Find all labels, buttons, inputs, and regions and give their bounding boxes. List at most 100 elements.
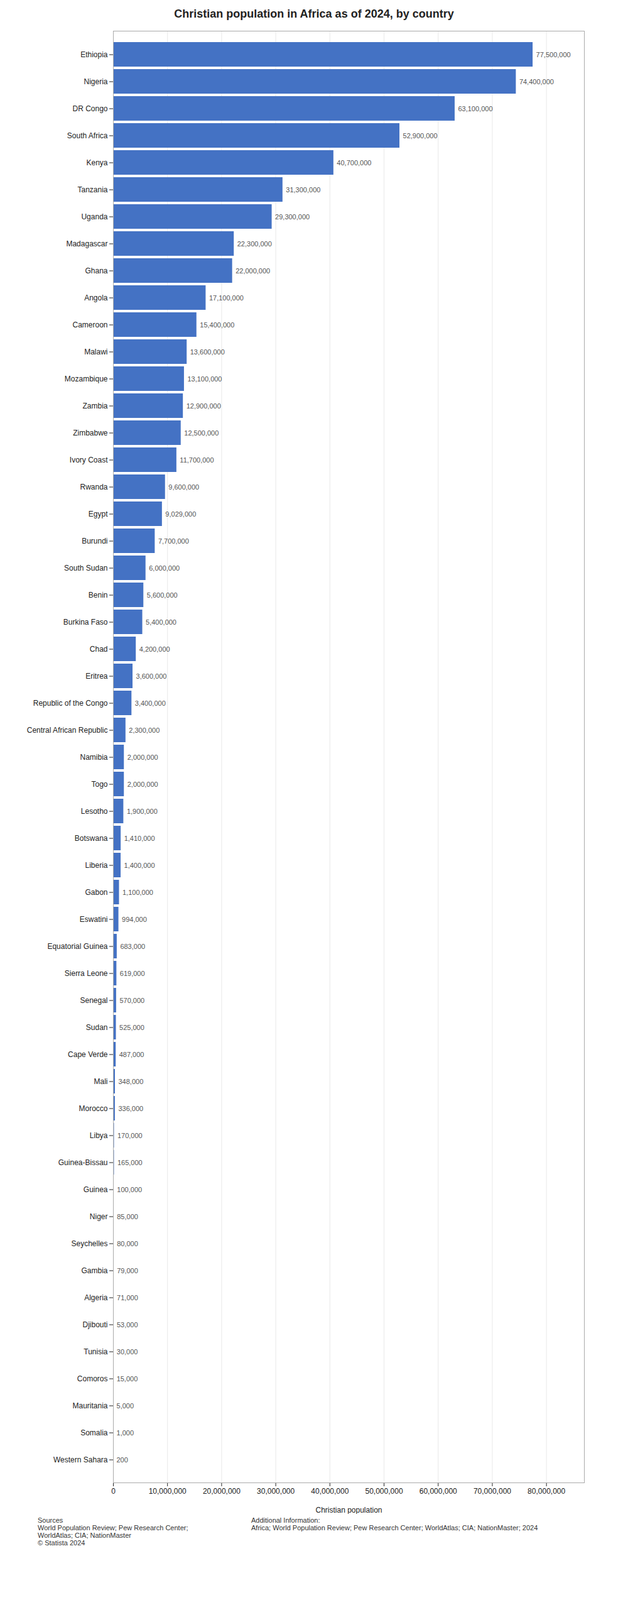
svg-text:85,000: 85,000 bbox=[116, 1212, 139, 1220]
svg-text:Gabon: Gabon bbox=[84, 887, 108, 897]
svg-text:11,700,000: 11,700,000 bbox=[179, 455, 214, 464]
svg-text:Kenya: Kenya bbox=[86, 158, 108, 168]
svg-text:Morocco: Morocco bbox=[78, 1103, 108, 1113]
svg-text:Equatorial Guinea: Equatorial Guinea bbox=[47, 941, 108, 951]
svg-text:2,000,000: 2,000,000 bbox=[127, 779, 159, 788]
svg-text:994,000: 994,000 bbox=[121, 914, 147, 923]
svg-text:South Sudan: South Sudan bbox=[64, 563, 108, 573]
svg-text:Togo: Togo bbox=[91, 779, 108, 789]
svg-text:Benin: Benin bbox=[88, 590, 109, 600]
svg-text:Gambia: Gambia bbox=[81, 1265, 108, 1275]
svg-text:40,700,000: 40,700,000 bbox=[336, 158, 372, 167]
svg-text:Ethiopia: Ethiopia bbox=[80, 50, 109, 60]
svg-text:77,500,000: 77,500,000 bbox=[536, 50, 571, 59]
svg-text:15,000: 15,000 bbox=[116, 1374, 139, 1382]
svg-text:Tanzania: Tanzania bbox=[77, 185, 108, 195]
svg-text:Algeria: Algeria bbox=[84, 1292, 109, 1302]
svg-text:Djibouti: Djibouti bbox=[82, 1319, 108, 1329]
svg-text:12,500,000: 12,500,000 bbox=[184, 428, 219, 437]
svg-text:Ghana: Ghana bbox=[84, 266, 108, 276]
svg-text:1,900,000: 1,900,000 bbox=[126, 806, 158, 815]
svg-text:Eswatini: Eswatini bbox=[79, 914, 109, 924]
svg-text:Republic of the Congo: Republic of the Congo bbox=[33, 698, 109, 708]
svg-text:Liberia: Liberia bbox=[84, 860, 108, 870]
svg-text:Mauritania: Mauritania bbox=[72, 1400, 108, 1410]
svg-text:22,300,000: 22,300,000 bbox=[237, 239, 272, 248]
svg-text:31,300,000: 31,300,000 bbox=[285, 185, 321, 194]
svg-text:Sudan: Sudan bbox=[86, 1022, 109, 1032]
svg-text:Burundi: Burundi bbox=[81, 536, 108, 546]
svg-text:Botswana: Botswana bbox=[74, 833, 109, 843]
svg-text:3,600,000: 3,600,000 bbox=[136, 671, 168, 680]
svg-text:348,000: 348,000 bbox=[118, 1077, 144, 1085]
svg-text:Burkina Faso: Burkina Faso bbox=[63, 617, 109, 627]
svg-text:4,200,000: 4,200,000 bbox=[139, 644, 171, 653]
svg-text:Uganda: Uganda bbox=[81, 212, 108, 222]
svg-text:50,000,000: 50,000,000 bbox=[365, 1485, 404, 1495]
svg-text:3,400,000: 3,400,000 bbox=[135, 698, 166, 707]
svg-text:1,410,000: 1,410,000 bbox=[124, 833, 156, 842]
svg-text:74,400,000: 74,400,000 bbox=[519, 77, 554, 86]
svg-text:487,000: 487,000 bbox=[119, 1050, 145, 1058]
svg-text:1,100,000: 1,100,000 bbox=[122, 887, 154, 896]
svg-text:6,000,000: 6,000,000 bbox=[148, 563, 180, 572]
svg-text:100,000: 100,000 bbox=[116, 1185, 142, 1193]
svg-text:Eritrea: Eritrea bbox=[85, 671, 109, 681]
svg-text:200: 200 bbox=[116, 1455, 129, 1463]
svg-text:30,000: 30,000 bbox=[116, 1347, 139, 1355]
svg-text:Rwanda: Rwanda bbox=[79, 482, 108, 492]
svg-text:Comoros: Comoros bbox=[77, 1373, 109, 1383]
svg-text:2,000,000: 2,000,000 bbox=[127, 752, 159, 761]
svg-text:Seychelles: Seychelles bbox=[70, 1238, 108, 1248]
svg-text:Lesotho: Lesotho bbox=[81, 806, 109, 816]
svg-text:7,700,000: 7,700,000 bbox=[158, 536, 190, 545]
svg-text:Guinea: Guinea bbox=[83, 1184, 109, 1194]
svg-text:Malawi: Malawi bbox=[84, 347, 108, 357]
svg-text:Namibia: Namibia bbox=[79, 752, 108, 762]
svg-text:5,000: 5,000 bbox=[116, 1401, 135, 1409]
svg-text:Ivory Coast: Ivory Coast bbox=[69, 455, 109, 465]
svg-text:17,100,000: 17,100,000 bbox=[209, 293, 244, 302]
svg-text:13,600,000: 13,600,000 bbox=[190, 347, 225, 356]
svg-text:5,400,000: 5,400,000 bbox=[145, 617, 177, 626]
svg-text:10,000,000: 10,000,000 bbox=[148, 1485, 187, 1495]
svg-text:12,900,000: 12,900,000 bbox=[186, 401, 222, 410]
svg-text:Niger: Niger bbox=[89, 1211, 109, 1221]
svg-text:15,400,000: 15,400,000 bbox=[199, 320, 235, 329]
svg-text:Egypt: Egypt bbox=[88, 509, 109, 519]
svg-text:165,000: 165,000 bbox=[117, 1158, 143, 1166]
svg-text:Mali: Mali bbox=[93, 1076, 108, 1086]
svg-text:30,000,000: 30,000,000 bbox=[256, 1485, 295, 1495]
svg-text:22,000,000: 22,000,000 bbox=[235, 266, 271, 275]
svg-text:71,000: 71,000 bbox=[116, 1293, 139, 1301]
svg-text:Madagascar: Madagascar bbox=[65, 239, 108, 249]
svg-text:683,000: 683,000 bbox=[119, 942, 146, 950]
svg-text:40,000,000: 40,000,000 bbox=[310, 1485, 349, 1495]
svg-text:9,600,000: 9,600,000 bbox=[168, 482, 200, 491]
svg-text:Nigeria: Nigeria bbox=[83, 77, 108, 87]
svg-text:Central African Republic: Central African Republic bbox=[27, 725, 109, 735]
svg-text:2,300,000: 2,300,000 bbox=[128, 725, 160, 734]
svg-text:Cameroon: Cameroon bbox=[72, 320, 108, 330]
svg-text:Libya: Libya bbox=[89, 1130, 109, 1140]
svg-text:1,400,000: 1,400,000 bbox=[124, 860, 156, 869]
svg-text:29,300,000: 29,300,000 bbox=[275, 212, 310, 221]
svg-text:Christian population: Christian population bbox=[315, 1504, 382, 1514]
svg-text:Senegal: Senegal bbox=[79, 995, 108, 1005]
svg-text:13,100,000: 13,100,000 bbox=[187, 374, 222, 383]
svg-text:DR Congo: DR Congo bbox=[72, 104, 108, 114]
svg-text:53,000: 53,000 bbox=[116, 1320, 139, 1328]
svg-text:Somalia: Somalia bbox=[80, 1427, 109, 1437]
svg-text:0: 0 bbox=[111, 1485, 116, 1495]
svg-text:Mozambique: Mozambique bbox=[64, 374, 109, 384]
svg-text:Angola: Angola bbox=[84, 293, 109, 303]
svg-text:Western Sahara: Western Sahara bbox=[53, 1454, 109, 1464]
svg-text:9,029,000: 9,029,000 bbox=[165, 509, 196, 518]
svg-text:79,000: 79,000 bbox=[116, 1266, 139, 1274]
svg-text:70,000,000: 70,000,000 bbox=[473, 1485, 512, 1495]
svg-text:336,000: 336,000 bbox=[118, 1104, 144, 1112]
svg-text:52,900,000: 52,900,000 bbox=[403, 131, 438, 140]
svg-text:Chad: Chad bbox=[89, 644, 109, 654]
svg-text:Sierra Leone: Sierra Leone bbox=[64, 968, 109, 978]
svg-text:Cape Verde: Cape Verde bbox=[67, 1049, 109, 1059]
